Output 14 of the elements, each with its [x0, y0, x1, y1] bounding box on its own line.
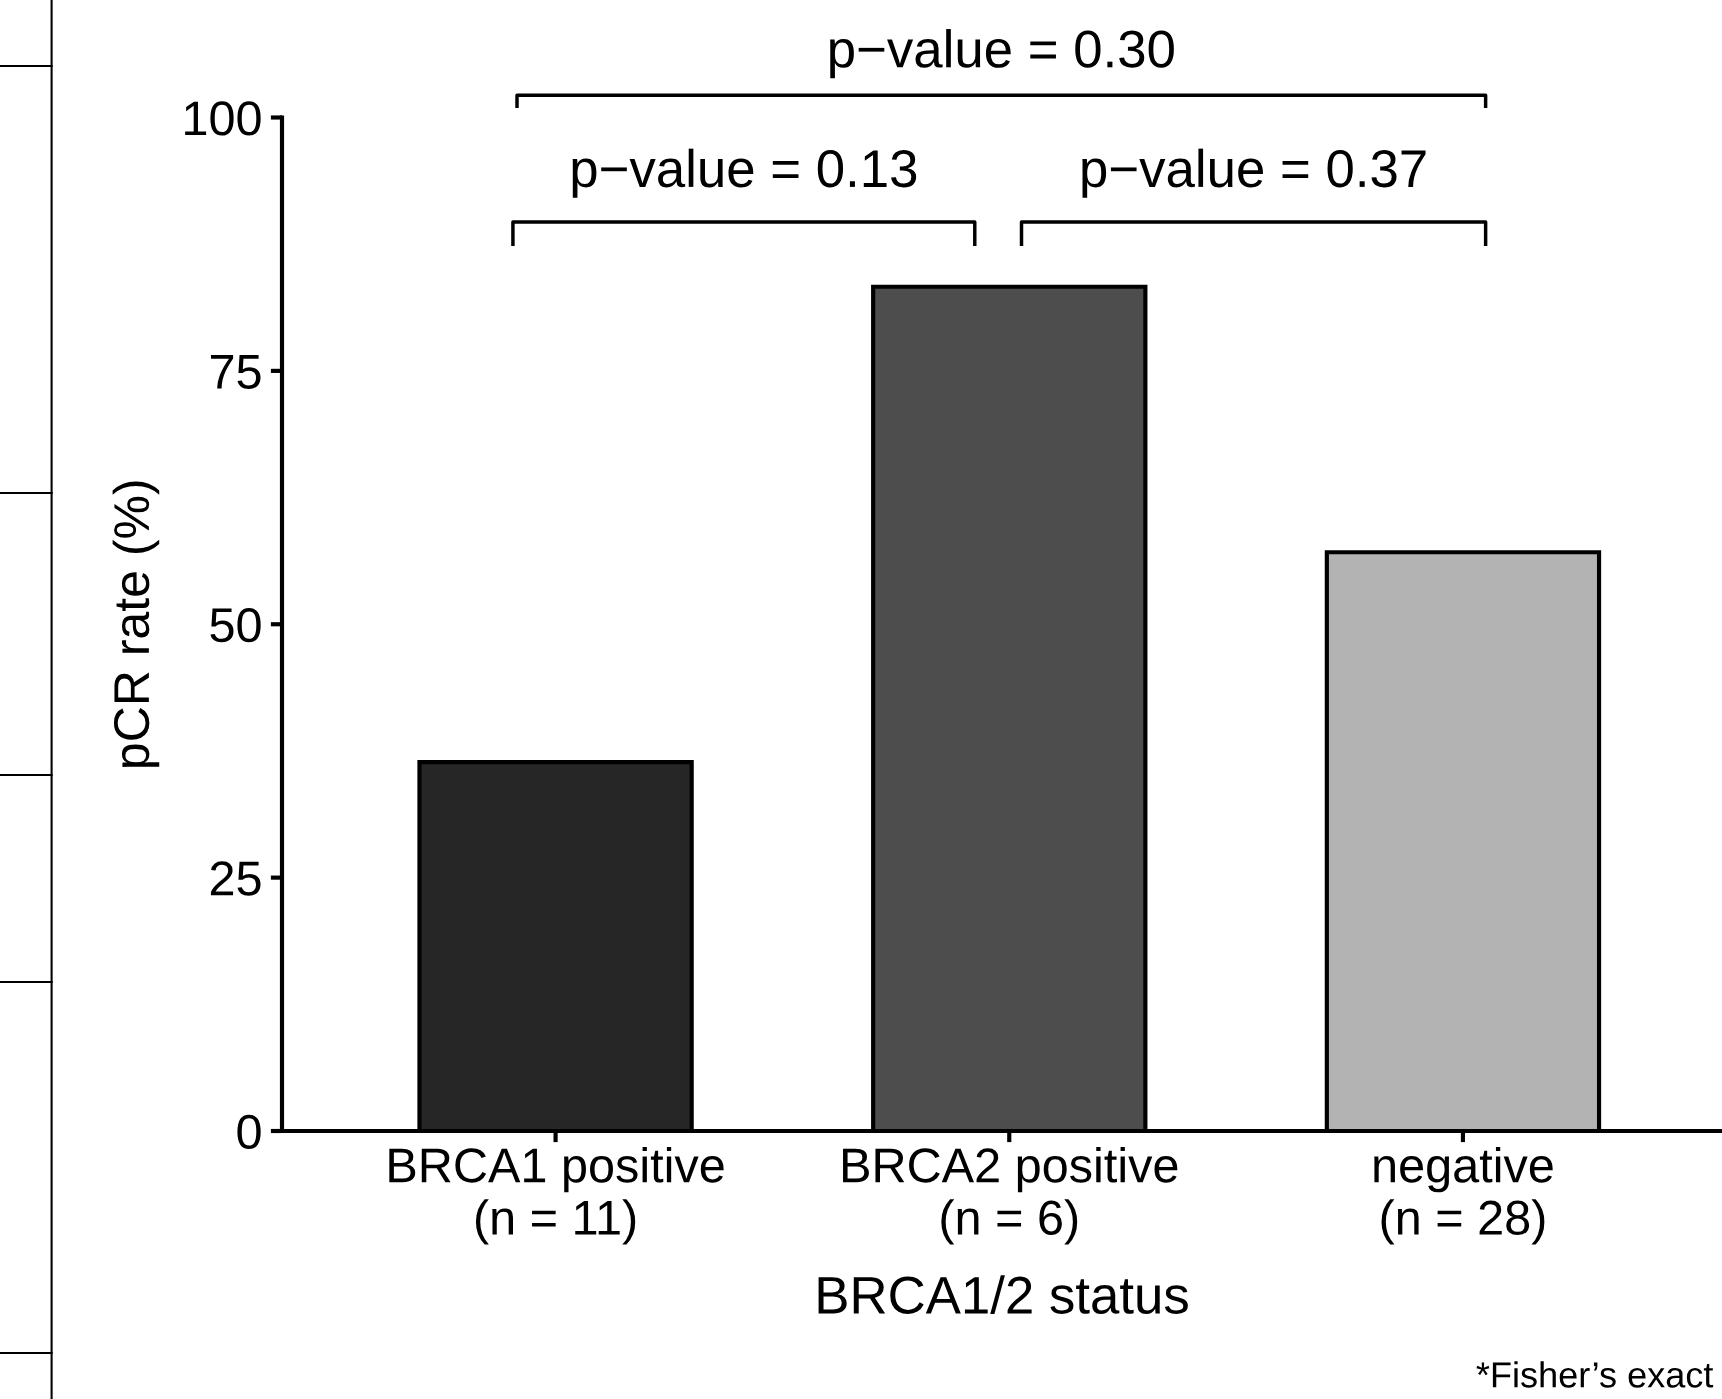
- y-tick-label: 25: [210, 861, 261, 896]
- x-tick-label: negative (n = 28): [1374, 1146, 1553, 1245]
- text: *Fisher’s exact: [1476, 1361, 1714, 1388]
- annotation: p−value = 0.13: [572, 148, 917, 198]
- y-axis-title: pCR rate (%): [112, 481, 160, 767]
- x-tick-label: BRCA1 positive (n = 11): [389, 1146, 724, 1245]
- y-tick-label: 100: [185, 101, 261, 136]
- y-tick-label: 50: [210, 607, 261, 643]
- annotation: p−value = 0.37: [1082, 148, 1426, 198]
- y-tick-label: 75: [210, 355, 261, 389]
- text: p−value = 0.30: [830, 29, 1174, 79]
- y-tick-label: 0: [237, 1114, 261, 1150]
- x-tick-label: BRCA2 positive (n = 6): [843, 1146, 1178, 1245]
- x-axis-title: BRCA1/2 status: [818, 1275, 1188, 1314]
